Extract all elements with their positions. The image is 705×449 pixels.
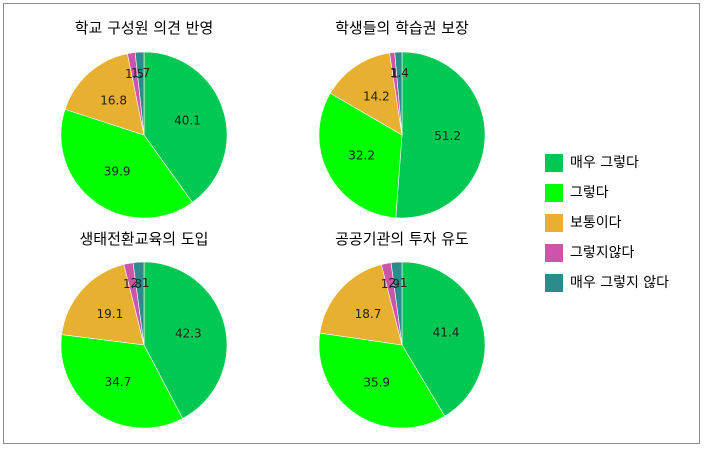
pie-chart-2: 학생들의 학습권 보장 51.2 32.2 14.211.4 (318, 19, 486, 219)
pie-slice (329, 52, 403, 136)
pie-slice (318, 332, 446, 429)
pie-slice (134, 51, 145, 136)
pie-slice (319, 264, 403, 346)
slice-label: 19.1 (97, 307, 124, 321)
slice-label: 1.4 (390, 66, 409, 80)
pie-slice (60, 108, 193, 219)
slice-label: 42.3 (175, 327, 202, 341)
slice-label: 35.9 (363, 376, 390, 390)
legend-label: 매우 그렇지 않다 (570, 275, 669, 291)
pie-chart-3: 생태전환교육의 도입 42.3 34.7 19.1 1.82.1 (60, 230, 228, 429)
slice-label: 1 (391, 67, 399, 81)
legend-item: 그렇지않다 (545, 244, 635, 262)
pie-slice (143, 261, 228, 419)
pie-slice (60, 334, 184, 429)
pie-title: 생태전환교육의 도입 (80, 230, 209, 248)
legend-swatch (545, 274, 563, 292)
pie-slice (64, 53, 145, 136)
pie-title: 학생들의 학습권 보장 (335, 19, 469, 37)
legend-label: 그렇지않다 (570, 245, 635, 261)
slice-label: 41.4 (433, 325, 460, 339)
slice-label: 16.8 (100, 93, 127, 107)
pie-slice (132, 261, 145, 346)
legend-label: 보통이다 (570, 215, 622, 231)
legend-label: 매우 그렇다 (570, 155, 639, 171)
legend-swatch (545, 244, 563, 262)
pie-title: 학교 구성원 의견 반영 (75, 19, 214, 37)
slice-label: 2.1 (388, 276, 407, 290)
pie-slice (394, 51, 403, 136)
pie-chart-4: 공공기관의 투자 유도 41.4 35.9 18.7 1.92.1 (318, 230, 486, 429)
legend-swatch (545, 184, 563, 202)
pie-title: 공공기관의 투자 유도 (335, 230, 469, 248)
slice-label: 14.2 (363, 90, 390, 104)
legend-swatch (545, 154, 563, 172)
slice-label: 1.8 (123, 277, 142, 291)
legend-label: 그렇다 (570, 185, 609, 201)
pie-slice (61, 264, 145, 346)
pie-chart-1: 학교 구성원 의견 반영 40.1 39.9 16.8 1.51.7 (60, 19, 228, 219)
legend-item: 매우 그렇다 (545, 154, 639, 172)
pie-slice (395, 51, 486, 219)
slice-label: 34.7 (105, 375, 132, 389)
slice-label: 39.9 (104, 164, 131, 178)
slice-label: 51.2 (434, 129, 461, 143)
slice-label: 1.7 (131, 66, 150, 80)
legend-item: 보통이다 (545, 214, 622, 232)
slice-label: 32.2 (348, 149, 375, 163)
slice-label: 40.1 (174, 114, 201, 128)
pie-slice (143, 51, 228, 203)
legend-item: 그렇다 (545, 184, 609, 202)
pie-slice (401, 261, 486, 417)
slice-label: 1.5 (125, 67, 144, 81)
slice-label: 2.1 (130, 276, 149, 290)
pie-slice (318, 92, 403, 219)
legend-swatch (545, 214, 563, 232)
pie-slice (390, 261, 403, 346)
legend-item: 매우 그렇지 않다 (545, 274, 669, 292)
slice-label: 18.7 (355, 307, 382, 321)
slice-label: 1.9 (381, 277, 400, 291)
